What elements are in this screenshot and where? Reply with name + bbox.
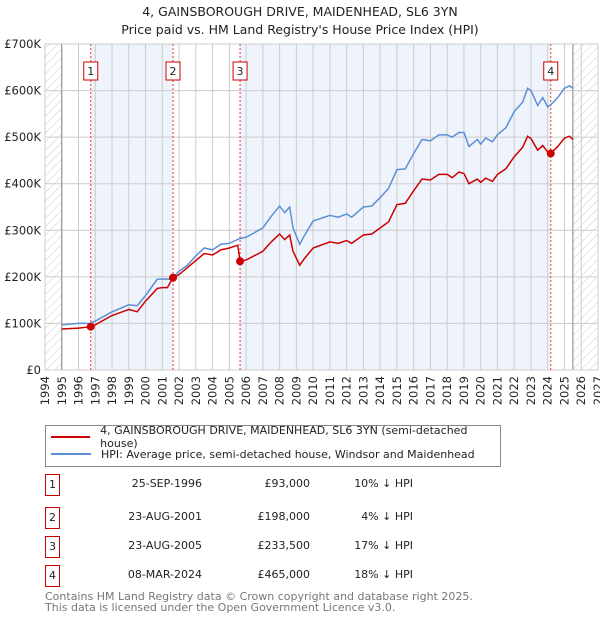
- price-chart: 1994 1995 1996 1997 1998 1999 2000 2001 2002 2003…: [4, 37, 600, 405]
- x-tick-label: 2008: [273, 376, 287, 405]
- x-tick-label: 2027: [591, 376, 600, 405]
- x-tick-label: 2010: [306, 376, 320, 405]
- sale-point: [236, 257, 245, 266]
- transaction-number-badge: 2: [45, 507, 60, 529]
- transaction-row: 2 23-AUG-2001 £198,000 4% ↓ HPI: [45, 507, 445, 529]
- x-tick-label: 2023: [524, 376, 538, 405]
- x-tick-label: 2005: [222, 376, 236, 405]
- legend-label-property: 4, GAINSBOROUGH DRIVE, MAIDENHEAD, SL6 3…: [100, 424, 468, 450]
- y-tick-label: £0: [26, 363, 41, 377]
- sale-label-box: [165, 61, 181, 81]
- x-tick-label: 2020: [474, 376, 488, 405]
- x-tick-label: 2006: [239, 376, 253, 405]
- y-tick-label: £600K: [4, 84, 41, 98]
- x-tick-label: 2018: [440, 376, 454, 405]
- x-tick-label: 2013: [356, 376, 370, 405]
- transaction-price: £465,000: [257, 568, 311, 581]
- x-tick-label: 2007: [256, 376, 270, 405]
- y-tick-label: £300K: [4, 223, 41, 237]
- footer-licence: This data is licensed under the Open Gov…: [45, 601, 396, 614]
- x-tick-label: 2014: [373, 376, 387, 405]
- footer-copyright: Contains HM Land Registry data © Crown c…: [45, 590, 473, 603]
- chart-title: 4, GAINSBOROUGH DRIVE, MAIDENHEAD, SL6 3…: [142, 4, 458, 19]
- sale-label: 3: [237, 65, 244, 78]
- sale-label: 1: [87, 65, 94, 78]
- no-data-hatch: [45, 44, 62, 370]
- x-tick-label: 1996: [72, 376, 86, 405]
- x-tick-label: 2019: [457, 376, 471, 405]
- sale-label: 2: [170, 65, 177, 78]
- x-tick-label: 2022: [507, 376, 521, 405]
- transaction-date: 23-AUG-2005: [128, 539, 202, 552]
- legend-swatch-red: [51, 436, 91, 438]
- y-tick-label: £200K: [4, 270, 41, 284]
- sale-label-box: [543, 61, 559, 81]
- sale-point: [546, 149, 555, 158]
- x-tick-label: 2002: [172, 376, 186, 405]
- transaction-date: 08-MAR-2024: [127, 568, 202, 581]
- transaction-hpi-diff: 18% ↓ HPI: [354, 568, 413, 581]
- transaction-price: £233,500: [257, 539, 311, 552]
- x-tick-label: 2000: [139, 376, 153, 405]
- x-tick-label: 1997: [88, 376, 102, 405]
- sale-point: [86, 322, 95, 331]
- x-tick-label: 1994: [38, 376, 52, 405]
- sale-point: [169, 273, 178, 282]
- legend-label-hpi: HPI: Average price, semi-detached house,…: [101, 447, 475, 461]
- y-tick-label: £100K: [4, 316, 41, 330]
- transaction-price: £198,000: [257, 510, 311, 523]
- transaction-row: 3 23-AUG-2005 £233,500 17% ↓ HPI: [45, 536, 445, 558]
- sale-label: 4: [547, 65, 554, 78]
- legend-item-hpi: HPI: Average price, semi-detached house,…: [51, 446, 475, 462]
- transaction-price: £93,000: [264, 477, 311, 490]
- transaction-hpi-diff: 10% ↓ HPI: [354, 477, 413, 490]
- transaction-number-badge: 4: [45, 565, 60, 587]
- no-data-hatch: [572, 44, 598, 370]
- transaction-row: 1 25-SEP-1996 £93,000 10% ↓ HPI: [45, 474, 445, 496]
- series-line-hpi: [61, 85, 574, 326]
- x-tick-label: 1995: [55, 376, 69, 405]
- x-tick-label: 2009: [289, 376, 303, 405]
- x-tick-label: 2004: [206, 376, 220, 405]
- x-tick-label: 2026: [574, 376, 588, 405]
- x-tick-label: 2015: [390, 376, 404, 405]
- x-tick-label: 2017: [423, 376, 437, 405]
- x-tick-label: 2016: [407, 376, 421, 405]
- x-tick-label: 2012: [340, 376, 354, 405]
- x-tick-label: 2025: [557, 376, 571, 405]
- x-tick-label: 1998: [105, 376, 119, 405]
- transaction-date: 23-AUG-2001: [128, 510, 202, 523]
- x-tick-label: 2003: [189, 376, 203, 405]
- transaction-date: 25-SEP-1996: [131, 477, 202, 490]
- y-tick-label: £700K: [4, 37, 41, 51]
- legend-swatch-blue: [51, 453, 91, 455]
- x-tick-label: 2001: [155, 376, 169, 405]
- chart-legend: 4, GAINSBOROUGH DRIVE, MAIDENHEAD, SL6 3…: [45, 424, 501, 467]
- chart-subtitle: Price paid vs. HM Land Registry's House …: [121, 22, 479, 37]
- transaction-number-badge: 1: [45, 474, 60, 496]
- transaction-row: 4 08-MAR-2024 £465,000 18% ↓ HPI: [45, 565, 445, 587]
- x-tick-label: 1999: [122, 376, 136, 405]
- legend-item-property: 4, GAINSBOROUGH DRIVE, MAIDENHEAD, SL6 3…: [51, 424, 500, 450]
- transaction-hpi-diff: 17% ↓ HPI: [354, 539, 413, 552]
- x-tick-label: 2011: [323, 376, 337, 405]
- transaction-number-badge: 3: [45, 536, 60, 558]
- transaction-hpi-diff: 4% ↓ HPI: [361, 510, 413, 523]
- y-tick-label: £500K: [4, 130, 41, 144]
- sale-label-box: [83, 61, 99, 81]
- sale-label-box: [232, 61, 248, 81]
- x-tick-label: 2021: [490, 376, 504, 405]
- plot-border: [44, 43, 599, 371]
- x-tick-label: 2024: [541, 376, 555, 405]
- y-tick-label: £400K: [4, 177, 41, 191]
